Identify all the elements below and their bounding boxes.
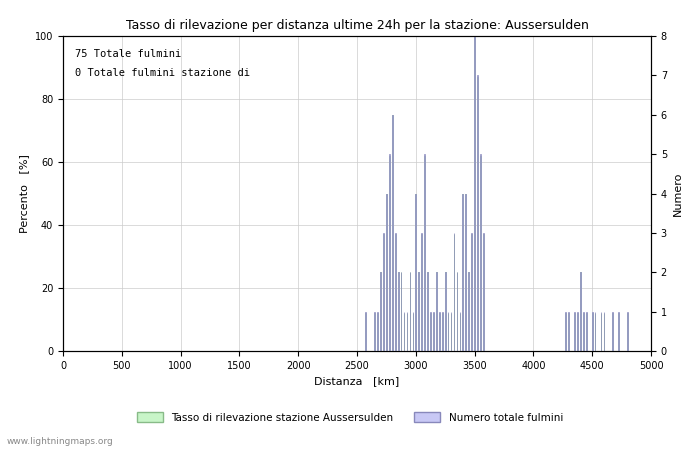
Bar	[451, 311, 452, 351]
Bar	[380, 272, 381, 351]
Bar	[480, 154, 481, 351]
Bar	[586, 313, 587, 351]
Bar	[377, 313, 378, 351]
Bar	[483, 234, 484, 351]
Bar	[404, 313, 405, 351]
Bar	[436, 272, 437, 351]
Bar	[580, 272, 581, 351]
Bar	[433, 311, 434, 351]
Bar	[439, 313, 440, 351]
Bar	[483, 233, 484, 351]
Bar	[415, 194, 416, 351]
Bar	[430, 313, 431, 351]
Bar	[424, 154, 425, 351]
Bar	[574, 313, 575, 351]
Bar	[439, 311, 440, 351]
Bar	[592, 311, 593, 351]
Bar	[574, 311, 575, 351]
Bar	[383, 234, 384, 351]
Bar	[471, 233, 472, 351]
Bar	[603, 313, 604, 351]
Bar	[392, 115, 393, 351]
Bar	[404, 311, 405, 351]
Bar	[468, 272, 469, 351]
Bar	[603, 311, 604, 351]
Bar	[444, 272, 446, 351]
Bar	[612, 313, 613, 351]
Bar	[389, 156, 390, 351]
Bar	[577, 313, 578, 351]
Bar	[471, 234, 472, 351]
Bar	[412, 311, 413, 351]
Bar	[468, 272, 469, 351]
Text: 0 Totale fulmini stazione di: 0 Totale fulmini stazione di	[75, 68, 250, 77]
Bar	[436, 272, 437, 351]
Bar	[456, 272, 457, 351]
Bar	[618, 311, 619, 351]
Bar	[430, 311, 431, 351]
Bar	[374, 311, 375, 351]
X-axis label: Distanza   [km]: Distanza [km]	[314, 376, 400, 386]
Bar	[612, 311, 613, 351]
Title: Tasso di rilevazione per distanza ultime 24h per la stazione: Aussersulden: Tasso di rilevazione per distanza ultime…	[125, 19, 589, 32]
Bar	[400, 272, 402, 351]
Bar	[433, 313, 434, 351]
Bar	[586, 311, 587, 351]
Bar	[448, 311, 449, 351]
Bar	[392, 115, 393, 351]
Bar	[627, 311, 628, 351]
Bar	[568, 311, 569, 351]
Bar	[448, 313, 449, 351]
Bar	[477, 75, 478, 351]
Bar	[459, 313, 461, 351]
Bar	[480, 156, 481, 351]
Bar	[474, 36, 475, 351]
Bar	[568, 313, 569, 351]
Bar	[444, 272, 446, 351]
Bar	[365, 313, 366, 351]
Bar	[374, 313, 375, 351]
Bar	[583, 313, 584, 351]
Bar	[577, 311, 578, 351]
Y-axis label: Percento   [%]: Percento [%]	[20, 154, 29, 233]
Bar	[377, 311, 378, 351]
Bar	[477, 77, 478, 351]
Bar	[427, 272, 428, 351]
Bar	[595, 311, 596, 351]
Bar	[383, 233, 384, 351]
Bar	[618, 313, 619, 351]
Bar	[474, 36, 475, 351]
Bar	[627, 313, 628, 351]
Bar	[592, 313, 593, 351]
Bar	[365, 311, 366, 351]
Bar	[386, 194, 387, 351]
Bar	[389, 154, 390, 351]
Bar	[451, 313, 452, 351]
Text: 75 Totale fulmini: 75 Totale fulmini	[75, 49, 181, 58]
Bar	[386, 194, 387, 351]
Bar	[427, 272, 428, 351]
Bar	[595, 313, 596, 351]
Bar	[459, 311, 461, 351]
Bar	[380, 272, 381, 351]
Bar	[412, 313, 413, 351]
Bar	[415, 194, 416, 351]
Y-axis label: Numero: Numero	[673, 171, 682, 216]
Bar	[456, 272, 457, 351]
Bar	[421, 233, 422, 351]
Bar	[583, 311, 584, 351]
Bar	[400, 272, 402, 351]
Legend: Tasso di rilevazione stazione Aussersulden, Numero totale fulmini: Tasso di rilevazione stazione Aussersuld…	[133, 408, 567, 427]
Bar	[421, 234, 422, 351]
Bar	[424, 156, 425, 351]
Bar	[580, 272, 581, 351]
Text: www.lightningmaps.org: www.lightningmaps.org	[7, 436, 113, 446]
